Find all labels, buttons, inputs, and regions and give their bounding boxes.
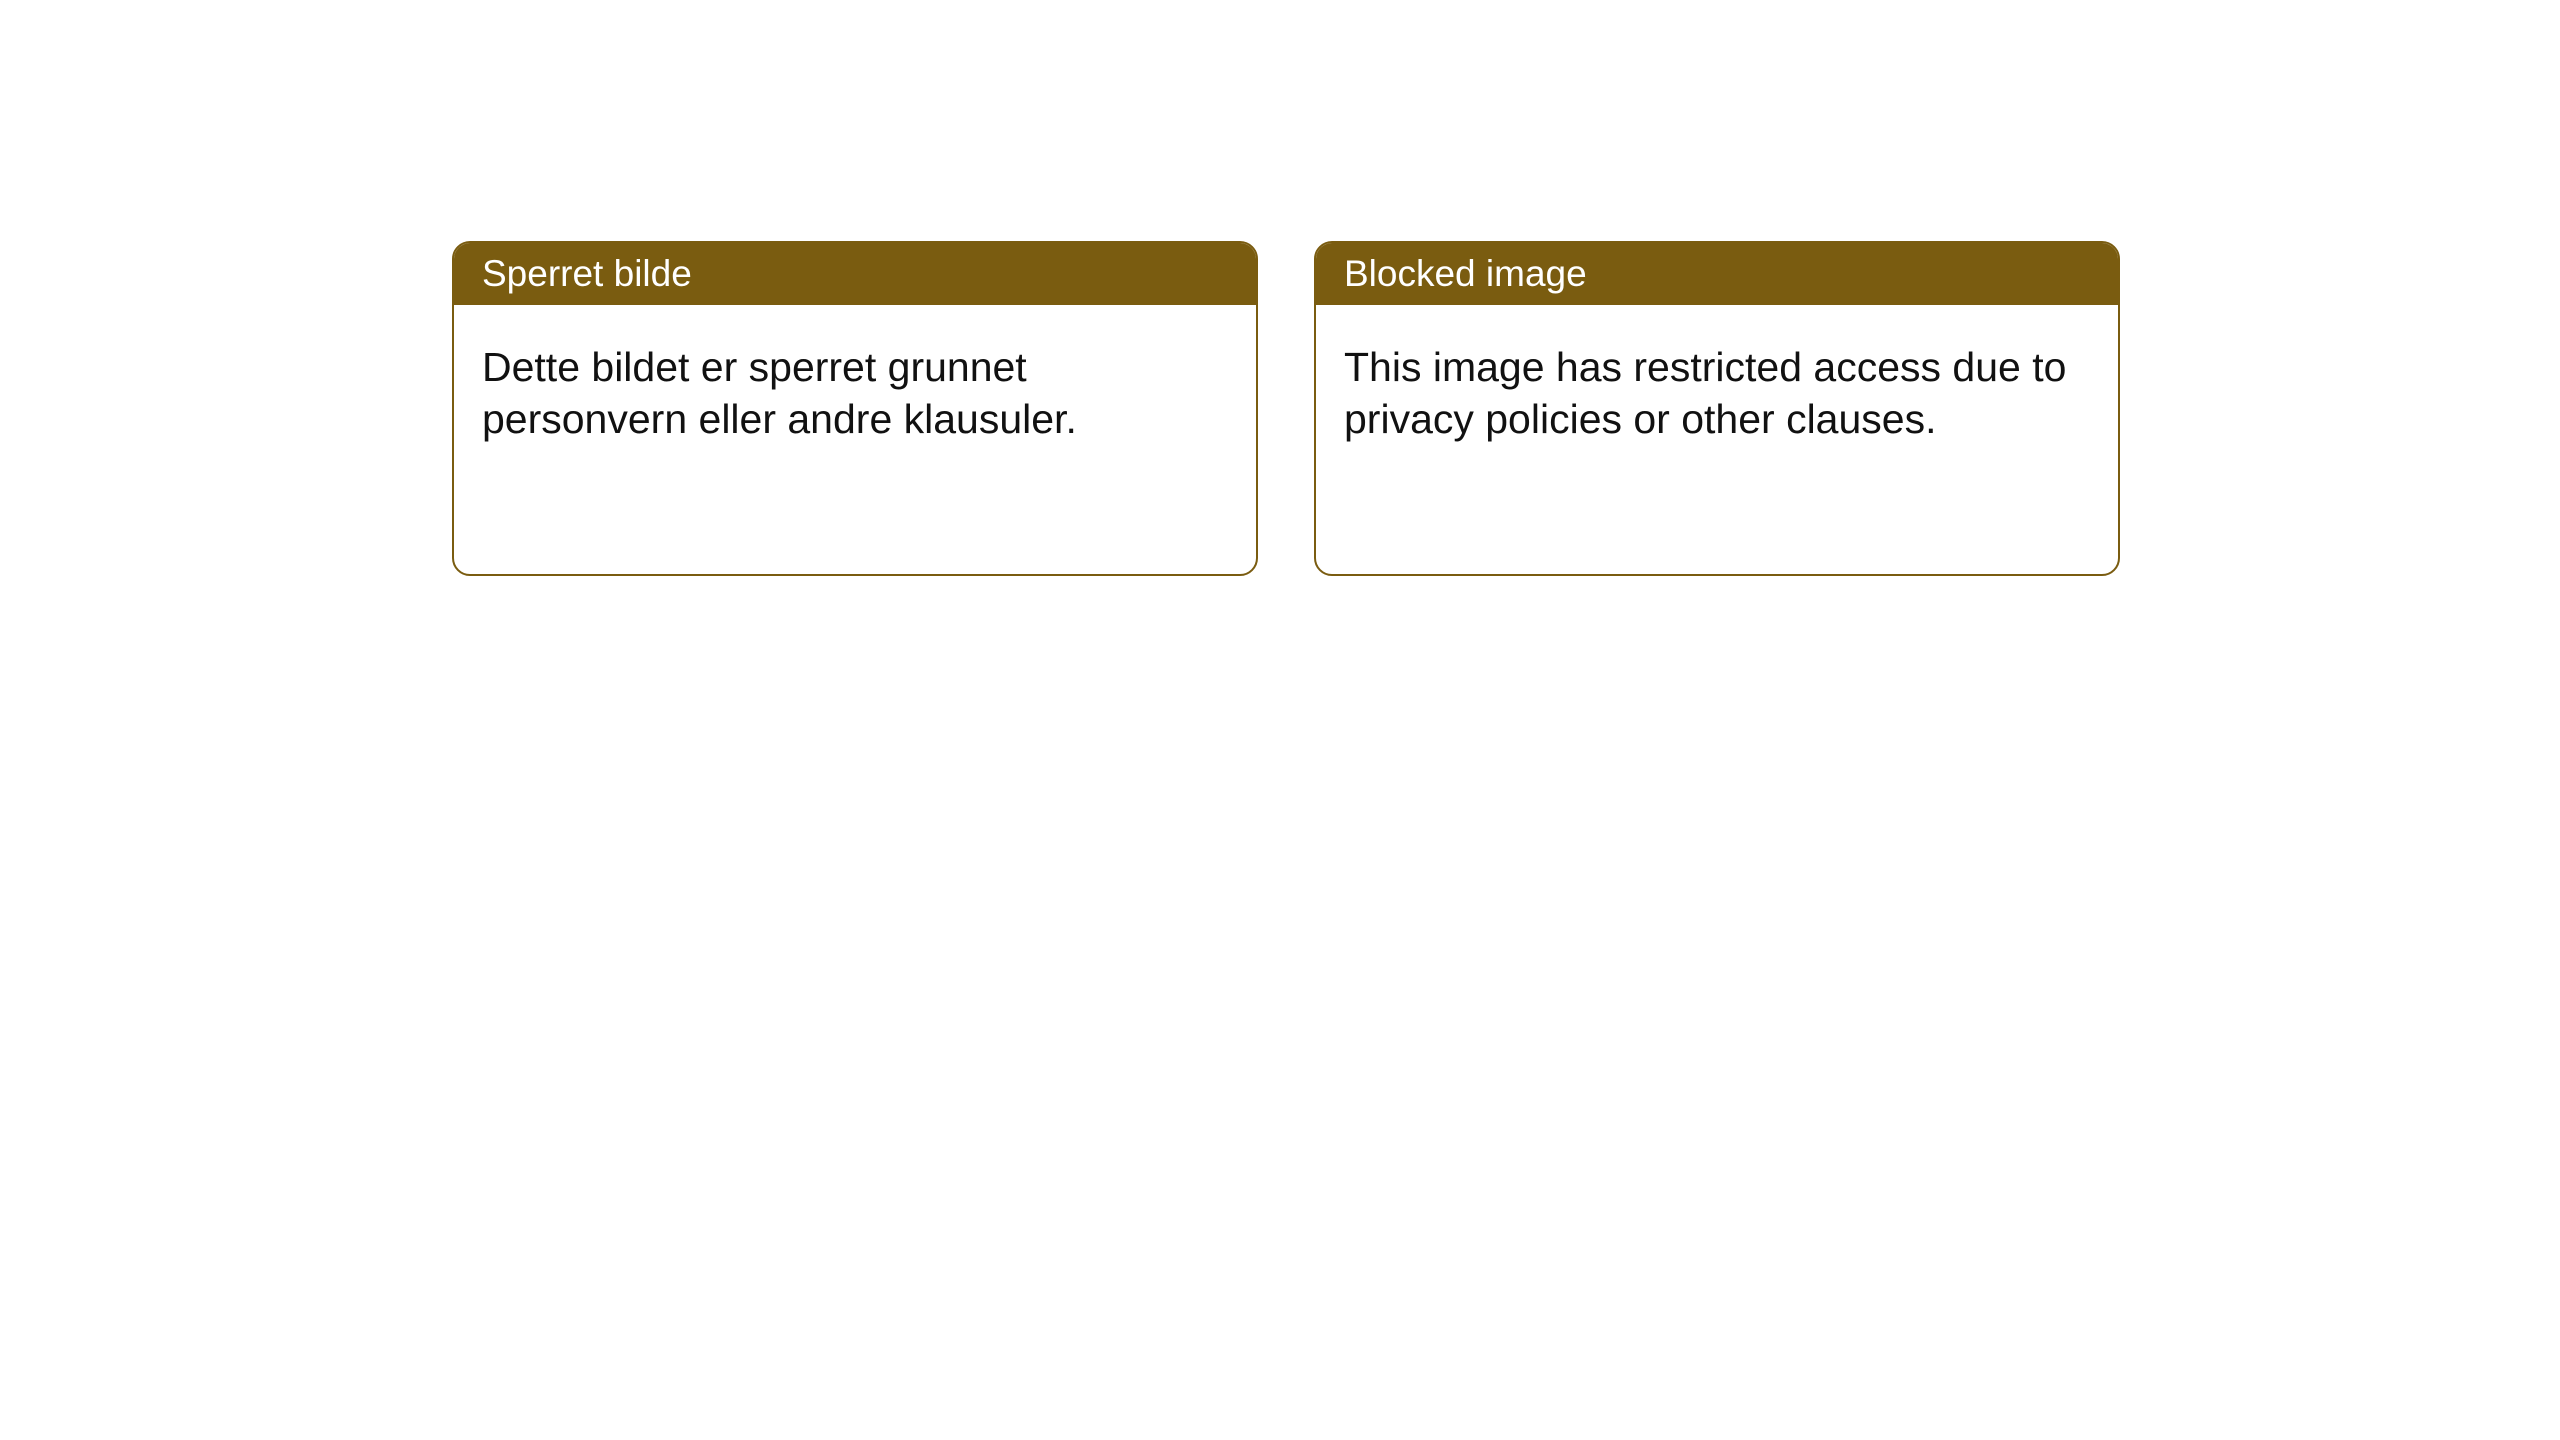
- notice-body-text: Dette bildet er sperret grunnet personve…: [482, 344, 1077, 442]
- notice-title: Sperret bilde: [482, 253, 692, 294]
- notice-title: Blocked image: [1344, 253, 1587, 294]
- notice-body: Dette bildet er sperret grunnet personve…: [454, 305, 1256, 482]
- notice-container: Sperret bilde Dette bildet er sperret gr…: [0, 0, 2560, 576]
- notice-header: Blocked image: [1316, 243, 2118, 305]
- notice-body-text: This image has restricted access due to …: [1344, 344, 2066, 442]
- notice-box-norwegian: Sperret bilde Dette bildet er sperret gr…: [452, 241, 1258, 576]
- notice-header: Sperret bilde: [454, 243, 1256, 305]
- notice-box-english: Blocked image This image has restricted …: [1314, 241, 2120, 576]
- notice-body: This image has restricted access due to …: [1316, 305, 2118, 482]
